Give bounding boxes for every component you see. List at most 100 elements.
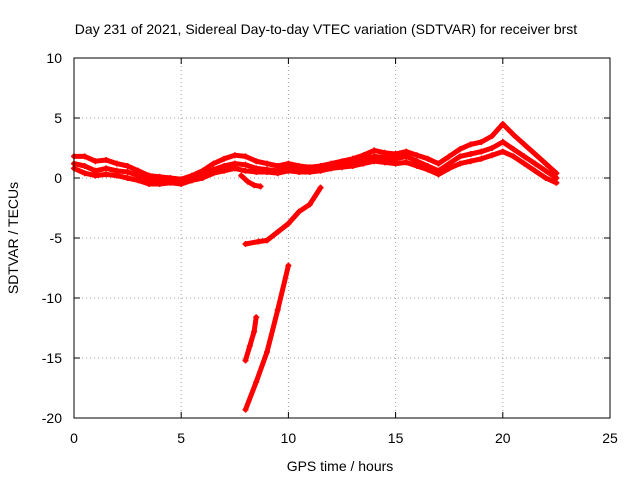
series-track-d <box>238 173 263 189</box>
data-point <box>210 160 217 167</box>
data-point <box>246 343 253 349</box>
data-point <box>306 169 313 175</box>
data-point <box>251 328 258 335</box>
data-point <box>478 155 485 162</box>
data-point <box>531 160 538 167</box>
data-point <box>531 167 538 174</box>
data-point <box>81 153 88 160</box>
data-point <box>510 131 517 138</box>
data-point <box>349 163 356 169</box>
data-point <box>242 161 249 168</box>
x-axis-label: GPS time / hours <box>287 458 394 474</box>
data-point <box>285 262 292 269</box>
data-point <box>403 159 410 166</box>
data-point <box>231 152 238 159</box>
data-point <box>339 164 345 171</box>
x-tick-label: 5 <box>177 430 185 446</box>
data-point <box>92 158 99 165</box>
data-point <box>92 172 99 179</box>
data-point <box>135 177 142 184</box>
data-point <box>489 133 496 139</box>
data-point <box>403 153 410 160</box>
data-point <box>371 158 378 165</box>
data-point <box>251 182 258 189</box>
series-track-c <box>71 149 559 187</box>
data-point <box>446 165 453 172</box>
axis-ticks: 0 5 10 15 20 25 -20 -15 -10 -5 0 5 10 <box>42 50 618 446</box>
data-point <box>424 155 431 162</box>
data-point <box>499 121 506 127</box>
data-point <box>124 163 131 169</box>
data-series <box>71 121 560 413</box>
data-point <box>242 153 249 160</box>
data-point <box>242 357 249 364</box>
data-point <box>257 183 264 190</box>
y-tick-label: -15 <box>42 350 62 366</box>
data-point <box>274 170 281 177</box>
data-point <box>253 158 260 165</box>
data-point <box>285 167 292 174</box>
data-point <box>542 167 549 174</box>
y-tick-label: 10 <box>46 50 62 66</box>
y-axis-label: SDTVAR / TECUs <box>5 182 21 294</box>
data-point <box>274 229 281 235</box>
y-tick-label: 5 <box>54 110 62 126</box>
data-point <box>178 181 185 187</box>
data-point <box>167 179 174 186</box>
data-point <box>414 163 421 169</box>
data-point <box>188 177 195 184</box>
data-point <box>238 172 245 179</box>
x-tick-label: 0 <box>70 430 78 446</box>
data-point <box>489 145 496 151</box>
y-tick-label: -20 <box>42 410 62 426</box>
data-point <box>392 160 399 167</box>
data-point <box>521 160 528 167</box>
data-point <box>81 163 88 169</box>
data-point <box>306 201 313 208</box>
data-point <box>255 238 262 245</box>
data-point <box>328 165 335 172</box>
data-point <box>113 160 120 167</box>
y-tick-label: -5 <box>50 230 63 246</box>
data-point <box>274 307 281 313</box>
data-point <box>360 160 367 167</box>
data-point <box>489 152 496 159</box>
data-point <box>456 160 463 167</box>
data-point <box>521 141 528 148</box>
data-point <box>371 147 378 154</box>
data-point <box>296 169 303 175</box>
data-point <box>242 241 249 247</box>
data-point <box>446 153 453 160</box>
data-point <box>221 167 228 174</box>
data-point <box>231 165 238 172</box>
data-point <box>156 181 163 187</box>
data-point <box>317 184 324 191</box>
data-point <box>467 151 474 157</box>
data-point <box>542 175 549 181</box>
x-tick-label: 20 <box>495 430 511 446</box>
data-point <box>263 160 270 167</box>
data-point <box>414 152 421 159</box>
y-tick-label: -10 <box>42 290 62 306</box>
data-point <box>456 153 463 160</box>
data-point <box>210 170 217 177</box>
data-point <box>381 159 388 166</box>
data-point <box>242 167 249 174</box>
data-point <box>467 141 474 148</box>
data-point <box>542 160 549 167</box>
data-point <box>435 171 442 178</box>
data-point <box>456 146 463 153</box>
data-point <box>103 157 110 163</box>
x-tick-label: 25 <box>602 430 618 446</box>
x-tick-label: 10 <box>281 430 297 446</box>
chart-title: Day 231 of 2021, Sidereal Day-to-day VTE… <box>75 21 577 37</box>
data-point <box>81 170 88 177</box>
data-point <box>317 167 324 174</box>
data-point <box>253 169 260 175</box>
data-point <box>531 151 538 157</box>
data-point <box>435 160 442 167</box>
data-point <box>253 314 260 321</box>
grid-lines <box>74 58 610 418</box>
